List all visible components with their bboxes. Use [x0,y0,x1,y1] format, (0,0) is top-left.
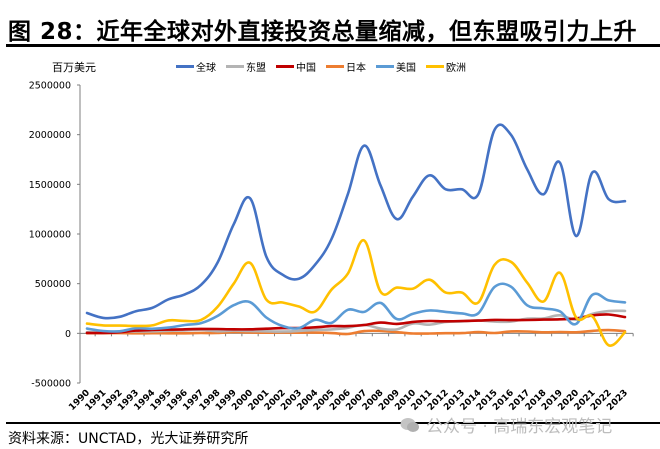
legend-label-europe: 欧洲 [446,63,466,74]
source-note: 资料来源：UNCTAD，光大证券研究所 [8,431,249,447]
wechat-icon [400,417,420,433]
series-japan [85,328,627,336]
legend-item-europe: 欧洲 [426,59,466,74]
title-rule [6,44,660,47]
chart-legend: 全球 东盟 中国 日本 美国 欧洲 [176,59,466,74]
series-line-japan [85,328,627,336]
legend-item-usa: 美国 [376,59,416,74]
footer-rule [6,422,660,424]
series-global [85,123,627,320]
legend-swatch-europe [426,65,444,68]
watermark: 公众号 · 高瑞东宏观笔记 [400,412,612,437]
legend-swatch-asean [226,65,244,68]
legend-label-japan: 日本 [346,63,366,74]
series-europe [85,239,627,347]
series-line-usa [85,282,627,333]
legend-item-global: 全球 [176,59,216,74]
legend-label-usa: 美国 [396,63,416,74]
y-tick-label: -500000 [31,379,71,390]
legend-swatch-china [276,65,294,68]
series-usa [85,282,627,333]
series-line-europe [85,239,627,347]
y-tick-label: 1000000 [29,230,71,241]
watermark-text: 公众号 · 高瑞东宏观笔记 [426,417,613,437]
y-tick-label: 2000000 [29,130,71,141]
legend-item-japan: 日本 [326,59,366,74]
y-tick-label: 2500000 [29,81,71,92]
series-line-china [85,313,627,335]
chart-axes: -500000 0 500000 1000000 1500000 2000000 25000… [29,81,634,413]
figure-title: 图 28：近年全球对外直接投资总量缩减，但东盟吸引力上升 [8,19,638,45]
legend-item-asean: 东盟 [226,59,266,74]
legend-swatch-usa [376,65,394,68]
legend-swatch-global [176,65,194,68]
y-axis-unit: 百万美元 [52,61,96,74]
legend-label-asean: 东盟 [246,63,266,74]
legend-item-china: 中国 [276,59,316,74]
y-tick-label: 0 [65,329,71,340]
y-tick-label: 500000 [35,279,71,290]
legend-label-china: 中国 [296,63,316,74]
series-line-global [85,123,627,320]
legend-swatch-japan [326,65,344,68]
chart-series-lines [85,123,627,347]
legend-label-global: 全球 [196,63,216,74]
y-tick-label: 1500000 [29,180,71,191]
